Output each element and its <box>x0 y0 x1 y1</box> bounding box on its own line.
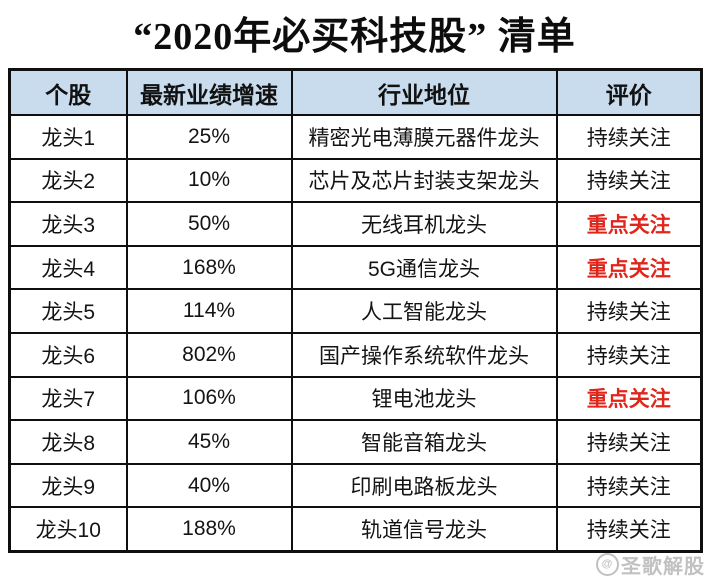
rating-cell: 持续关注 <box>555 114 703 160</box>
growth-cell: 40% <box>125 462 293 509</box>
table-row: 龙头2 10% 芯片及芯片封装支架龙头 持续关注 <box>8 157 703 204</box>
industry-cell: 人工智能龙头 <box>290 288 558 334</box>
rating-cell-highlight: 重点关注 <box>555 244 703 291</box>
growth-cell: 106% <box>125 375 293 422</box>
table-row: 龙头4 168% 5G通信龙头 重点关注 <box>8 244 703 291</box>
header-stock: 个股 <box>8 68 128 116</box>
rating-cell: 持续关注 <box>555 288 703 334</box>
stock-cell: 龙头10 <box>8 506 128 553</box>
table-row: 龙头1 25% 精密光电薄膜元器件龙头 持续关注 <box>8 114 703 160</box>
table-row: 龙头9 40% 印刷电路板龙头 持续关注 <box>8 462 703 509</box>
industry-cell: 精密光电薄膜元器件龙头 <box>290 114 558 160</box>
table-header-row: 个股 最新业绩增速 行业地位 评价 <box>8 68 703 116</box>
stock-cell: 龙头7 <box>8 375 128 422</box>
industry-cell: 5G通信龙头 <box>290 244 558 291</box>
stock-cell: 龙头8 <box>8 419 128 465</box>
table-row: 龙头10 188% 轨道信号龙头 持续关注 <box>8 506 703 553</box>
growth-cell: 50% <box>125 201 293 247</box>
growth-cell: 25% <box>125 114 293 160</box>
watermark: @ 圣歌解股 <box>596 550 705 579</box>
table-row: 龙头7 106% 锂电池龙头 重点关注 <box>8 375 703 422</box>
rating-cell: 持续关注 <box>555 506 703 553</box>
industry-cell: 国产操作系统软件龙头 <box>290 331 558 378</box>
table-row: 龙头6 802% 国产操作系统软件龙头 持续关注 <box>8 331 703 378</box>
header-growth: 最新业绩增速 <box>125 68 293 116</box>
stock-cell: 龙头3 <box>8 201 128 247</box>
growth-cell: 10% <box>125 157 293 204</box>
industry-cell: 印刷电路板龙头 <box>290 462 558 509</box>
rating-cell: 持续关注 <box>555 462 703 509</box>
header-rating: 评价 <box>555 68 703 116</box>
watermark-text: 圣歌解股 <box>621 556 705 578</box>
growth-cell: 168% <box>125 244 293 291</box>
stock-cell: 龙头6 <box>8 331 128 378</box>
rating-cell-highlight: 重点关注 <box>555 375 703 422</box>
industry-cell: 锂电池龙头 <box>290 375 558 422</box>
page-title: “2020年必买科技股” 清单 <box>133 15 576 58</box>
stock-table: 个股 最新业绩增速 行业地位 评价 龙头1 25% 精密光电薄膜元器件龙头 持续… <box>8 68 703 553</box>
watermark-circle-logo-icon: @ <box>596 553 619 576</box>
table-row: 龙头8 45% 智能音箱龙头 持续关注 <box>8 419 703 465</box>
industry-cell: 智能音箱龙头 <box>290 419 558 465</box>
rating-cell: 持续关注 <box>555 157 703 204</box>
industry-cell: 芯片及芯片封装支架龙头 <box>290 157 558 204</box>
growth-cell: 188% <box>125 506 293 553</box>
rating-cell: 持续关注 <box>555 331 703 378</box>
industry-cell: 无线耳机龙头 <box>290 201 558 247</box>
stock-cell: 龙头2 <box>8 157 128 204</box>
growth-cell: 45% <box>125 419 293 465</box>
table-row: 龙头5 114% 人工智能龙头 持续关注 <box>8 288 703 334</box>
industry-cell: 轨道信号龙头 <box>290 506 558 553</box>
stock-cell: 龙头4 <box>8 244 128 291</box>
growth-cell: 114% <box>125 288 293 334</box>
header-industry-position: 行业地位 <box>290 68 558 116</box>
table-row: 龙头3 50% 无线耳机龙头 重点关注 <box>8 201 703 247</box>
stock-cell: 龙头5 <box>8 288 128 334</box>
stock-cell: 龙头1 <box>8 114 128 160</box>
rating-cell: 持续关注 <box>555 419 703 465</box>
rating-cell-highlight: 重点关注 <box>555 201 703 247</box>
stock-cell: 龙头9 <box>8 462 128 509</box>
growth-cell: 802% <box>125 331 293 378</box>
